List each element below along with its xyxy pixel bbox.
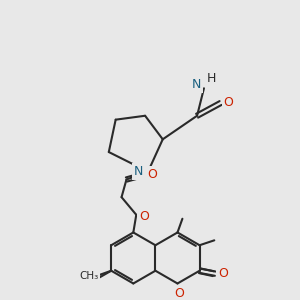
Text: CH₃: CH₃ <box>79 271 98 281</box>
Text: N: N <box>191 78 201 91</box>
Text: N: N <box>134 165 143 178</box>
Text: O: O <box>139 210 149 223</box>
Text: O: O <box>218 267 228 280</box>
Text: O: O <box>175 287 184 300</box>
Text: O: O <box>224 97 233 110</box>
Text: O: O <box>147 168 157 181</box>
Text: H: H <box>207 72 217 85</box>
